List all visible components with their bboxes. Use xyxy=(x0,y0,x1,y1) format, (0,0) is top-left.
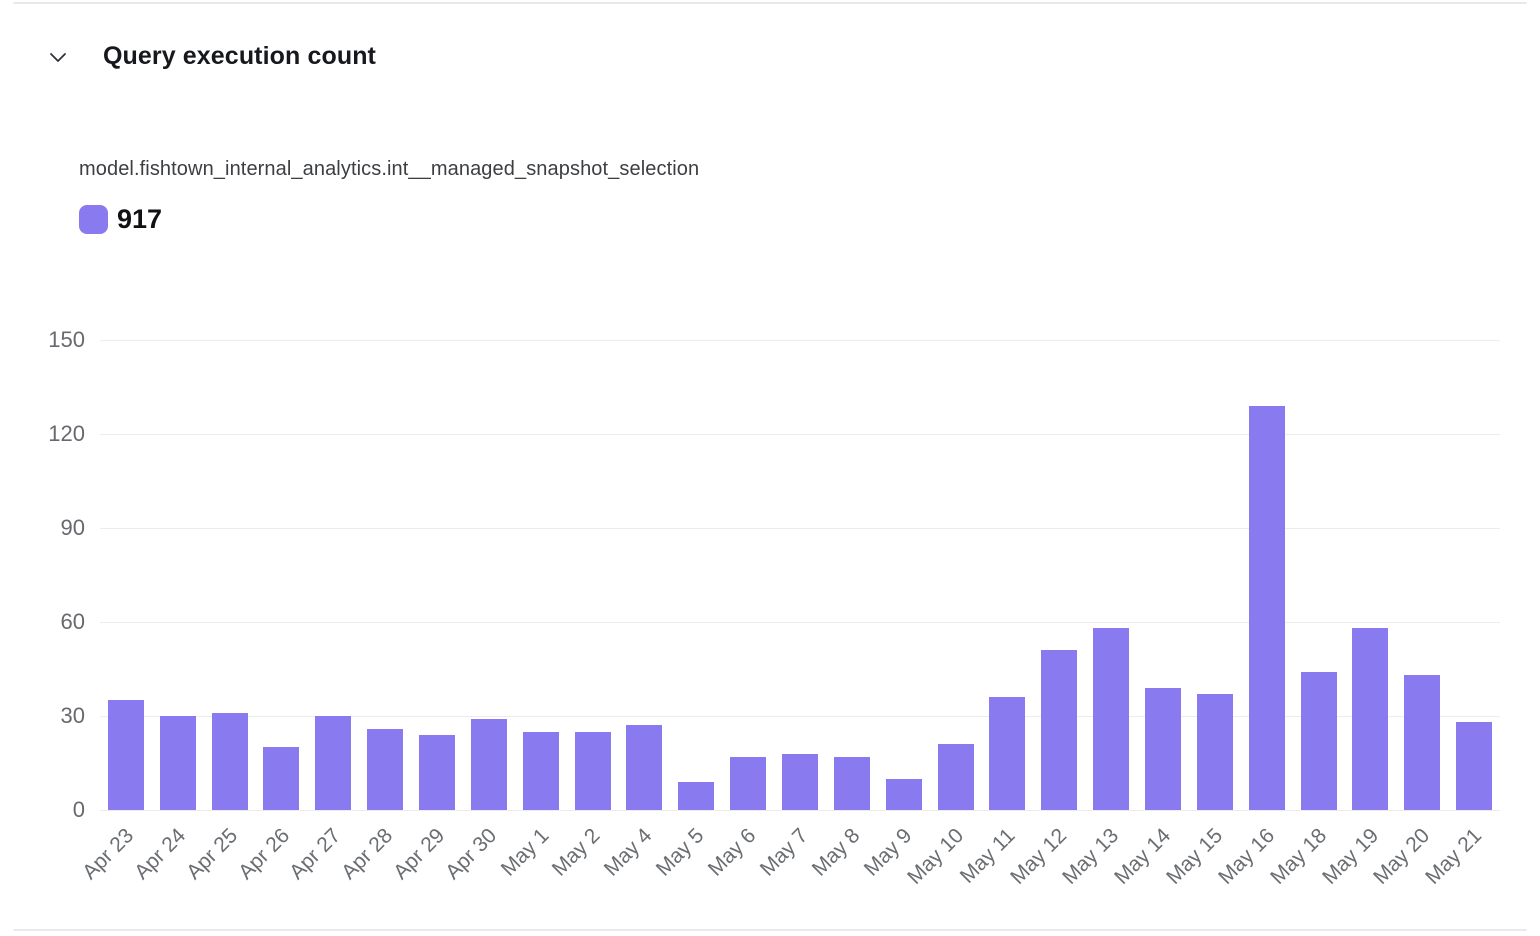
bar-may-15[interactable] xyxy=(1196,694,1233,810)
y-axis-tick-label-150: 150 xyxy=(48,327,85,352)
y-axis-tick-label-60: 60 xyxy=(60,609,85,634)
bar-may-14[interactable] xyxy=(1144,687,1181,810)
bar-may-4[interactable] xyxy=(626,725,663,810)
bar-may-9[interactable] xyxy=(885,778,922,810)
bar-apr-26[interactable] xyxy=(263,747,300,810)
bar-may-13[interactable] xyxy=(1093,628,1130,810)
x-axis-tick-label-may-14: May 14 xyxy=(1110,824,1176,889)
x-axis-tick-label-may-1: May 1 xyxy=(496,824,554,881)
bar-may-6[interactable] xyxy=(730,756,767,810)
gridline-y-0 xyxy=(100,810,1500,811)
x-axis-tick-label-may-19: May 19 xyxy=(1317,824,1383,889)
x-axis-tick-label-apr-26: Apr 26 xyxy=(233,824,294,885)
x-axis-tick-label-may-13: May 13 xyxy=(1058,824,1124,889)
bar-apr-28[interactable] xyxy=(367,728,404,810)
bar-may-10[interactable] xyxy=(937,744,974,810)
x-axis-tick-label-may-21: May 21 xyxy=(1421,824,1487,889)
bar-may-20[interactable] xyxy=(1404,675,1441,810)
bar-apr-23[interactable] xyxy=(107,700,144,810)
legend-total-value: 917 xyxy=(117,204,163,234)
bar-apr-30[interactable] xyxy=(470,719,507,810)
top-divider xyxy=(13,2,1527,4)
bar-may-16[interactable] xyxy=(1248,405,1285,810)
bar-may-1[interactable] xyxy=(522,731,559,810)
bar-apr-24[interactable] xyxy=(159,716,196,810)
gridline-y-60 xyxy=(100,622,1500,623)
legend-item[interactable]: 917 xyxy=(79,204,162,235)
x-axis-tick-label-apr-23: Apr 23 xyxy=(78,824,139,885)
bar-apr-29[interactable] xyxy=(419,734,456,810)
gridline-y-150 xyxy=(100,340,1500,341)
x-axis-tick-label-apr-24: Apr 24 xyxy=(130,824,191,885)
x-axis-tick-label-may-2: May 2 xyxy=(548,824,605,881)
x-axis-tick-label-may-16: May 16 xyxy=(1213,824,1279,889)
x-axis-tick-label-may-6: May 6 xyxy=(703,824,761,881)
bottom-divider xyxy=(13,929,1527,931)
x-axis-tick-label-may-8: May 8 xyxy=(807,824,865,881)
bar-apr-27[interactable] xyxy=(315,716,352,810)
x-axis-tick-label-apr-29: Apr 29 xyxy=(389,824,450,885)
x-axis-tick-label-may-10: May 10 xyxy=(902,824,968,889)
gridline-y-90 xyxy=(100,528,1500,529)
section-title: Query execution count xyxy=(103,42,376,70)
x-axis-tick-label-may-5: May 5 xyxy=(651,824,709,881)
y-axis-tick-label-0: 0 xyxy=(72,797,85,822)
x-axis-tick-label-may-20: May 20 xyxy=(1369,824,1435,889)
gridline-y-120 xyxy=(100,434,1500,435)
x-axis-tick-label-may-4: May 4 xyxy=(600,824,657,881)
x-axis-tick-label-apr-30: Apr 30 xyxy=(441,824,502,885)
x-axis-tick-label-apr-28: Apr 28 xyxy=(337,824,398,885)
bar-may-19[interactable] xyxy=(1352,628,1389,810)
bar-may-18[interactable] xyxy=(1300,672,1337,810)
x-axis-tick-label-may-11: May 11 xyxy=(955,824,1020,888)
legend-series-name: model.fishtown_internal_analytics.int__m… xyxy=(79,158,700,180)
x-axis-tick-label-apr-27: Apr 27 xyxy=(285,824,346,885)
bar-may-5[interactable] xyxy=(678,781,715,810)
chevron-down-icon xyxy=(46,45,70,69)
y-axis-tick-label-30: 30 xyxy=(60,703,85,728)
y-axis-tick-label-90: 90 xyxy=(60,515,85,540)
x-axis-tick-label-apr-25: Apr 25 xyxy=(181,824,242,885)
bar-may-12[interactable] xyxy=(1041,650,1078,810)
x-axis-tick-label-may-18: May 18 xyxy=(1265,824,1331,889)
bar-apr-25[interactable] xyxy=(211,712,248,810)
bar-may-2[interactable] xyxy=(574,731,611,810)
legend-color-swatch xyxy=(79,205,108,234)
plot-area: 0 30 60 90 120 150 Apr 23 Apr 24 Apr 25 Apr 26 Apr… xyxy=(48,327,1500,889)
bar-may-11[interactable] xyxy=(989,697,1026,810)
x-axis-tick-label-may-12: May 12 xyxy=(1006,824,1072,889)
bar-may-7[interactable] xyxy=(782,753,818,810)
collapse-section-button[interactable] xyxy=(45,44,71,70)
x-axis-tick-label-may-7: May 7 xyxy=(755,824,813,881)
bar-may-8[interactable] xyxy=(833,756,870,810)
x-axis-tick-label-may-15: May 15 xyxy=(1162,824,1228,889)
section-header: Query execution count xyxy=(45,42,376,71)
y-axis-tick-label-120: 120 xyxy=(48,421,85,446)
bar-may-21[interactable] xyxy=(1456,722,1493,810)
gridline-y-30 xyxy=(100,716,1500,717)
